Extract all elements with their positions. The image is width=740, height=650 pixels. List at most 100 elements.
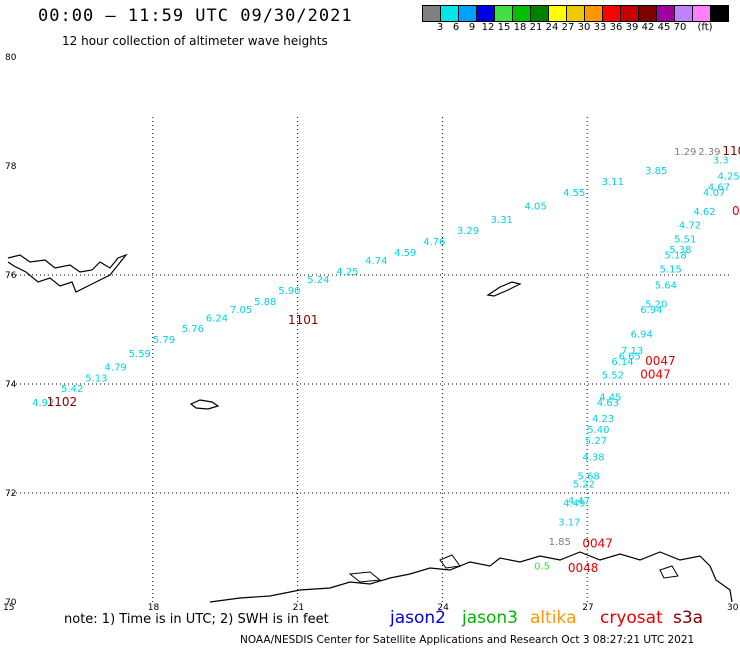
swh-value-label: 4.55 xyxy=(563,188,585,199)
legend-item-cryosat: cryosat xyxy=(600,608,663,628)
pass-time-label: 00 xyxy=(732,204,740,218)
swh-value-label: 3.29 xyxy=(457,226,479,237)
swh-value-label: 5.64 xyxy=(655,281,677,292)
swh-value-label: 7.05 xyxy=(230,305,252,316)
color-scale-tick: 9 xyxy=(468,22,476,33)
pass-time-label: 1102 xyxy=(47,395,78,409)
swh-value-label: 4.92 xyxy=(32,398,54,409)
swh-value-label: 5.20 xyxy=(645,300,667,311)
lat-axis-label: 74 xyxy=(5,380,17,390)
color-scale-tick: 6 xyxy=(452,22,460,33)
color-scale-tick: 21 xyxy=(529,22,543,33)
swh-value-label: 3.11 xyxy=(602,177,624,188)
swh-value-label-gray: 2.39 xyxy=(698,147,720,158)
swh-value-label: 4.25 xyxy=(718,172,740,183)
lat-axis-label: 80 xyxy=(5,53,17,63)
color-scale-tick: 27 xyxy=(561,22,575,33)
swh-value-label-gray: 1.85 xyxy=(549,537,571,548)
pass-time-label: 1101 xyxy=(288,313,319,327)
swh-value-label: 3.31 xyxy=(491,215,513,226)
lat-axis-label: 72 xyxy=(5,489,16,499)
pass-time-label: 0047 xyxy=(582,537,613,551)
coastal-island xyxy=(659,565,679,579)
swh-value-label: 5.51 xyxy=(674,234,696,245)
lat-axis-label: 70 xyxy=(5,598,17,608)
swh-value-label: 4.49 xyxy=(563,499,585,510)
color-scale-tick: 30 xyxy=(577,22,591,33)
color-scale xyxy=(422,5,729,22)
swh-value-label: 4.63 xyxy=(597,398,619,409)
swh-value-label: 5.18 xyxy=(664,251,686,262)
swh-value-label: 5.42 xyxy=(61,384,83,395)
lon-axis-label: 15 xyxy=(3,603,14,613)
swh-value-label: 6.94 xyxy=(640,305,662,316)
pass-time-label: 0048 xyxy=(568,561,599,575)
note-text: note: 1) Time is in UTC; 2) SWH is in fe… xyxy=(64,612,329,627)
color-scale-tick: 3 xyxy=(436,22,444,33)
bear-island-coastline xyxy=(189,399,220,410)
lon-axis-label: 27 xyxy=(582,603,593,613)
swh-value-label: 6.24 xyxy=(206,313,228,324)
legend-item-jason3: jason3 xyxy=(462,608,518,628)
swh-value-label: 5.24 xyxy=(307,275,329,286)
legend-item-jason2: jason2 xyxy=(390,608,446,628)
legend-item-altika: altika xyxy=(530,608,577,628)
hope-island-coastline xyxy=(486,281,522,297)
norway-coastline xyxy=(209,551,733,603)
legend-item-s3a: s3a xyxy=(673,608,704,628)
swh-value-label: 5.13 xyxy=(85,373,107,384)
swh-value-label: 4.74 xyxy=(365,256,387,267)
footer-credit: NOAA/NESDIS Center for Satellite Applica… xyxy=(240,634,695,646)
swh-value-label: 5.52 xyxy=(602,371,624,382)
swh-value-label: 7.13 xyxy=(621,346,643,357)
swh-value-label: 6.94 xyxy=(631,330,653,341)
lon-axis-label: 24 xyxy=(437,603,449,613)
coastal-island xyxy=(439,554,461,569)
swh-value-label: 5.76 xyxy=(182,324,204,335)
swh-value-label: 4.79 xyxy=(105,362,127,373)
color-scale-tick: 45 xyxy=(657,22,671,33)
swh-value-label: 6.65 xyxy=(619,351,641,362)
swh-value-label: 5.38 xyxy=(669,245,691,256)
swh-value-label: 4.76 xyxy=(423,237,445,248)
swh-value-label: 4.67 xyxy=(708,183,730,194)
color-scale-tick: 18 xyxy=(513,22,527,33)
swh-value-label: 4.25 xyxy=(336,267,358,278)
swh-value-label: 5.40 xyxy=(587,425,609,436)
swh-value-label: 4.45 xyxy=(599,392,621,403)
swh-value-label: 4.62 xyxy=(693,207,715,218)
swh-value-label: 4.38 xyxy=(582,452,604,463)
swh-value-label: 5.88 xyxy=(254,297,276,308)
lon-axis-label: 21 xyxy=(293,603,304,613)
swh-value-label-green: 0.5 xyxy=(534,561,550,572)
color-scale-unit: (ft) xyxy=(697,22,713,33)
swh-value-label: 5.79 xyxy=(153,335,175,346)
swh-value-label: 3.85 xyxy=(645,166,667,177)
swh-value-label: 4.07 xyxy=(703,188,725,199)
map-title: 00:00 – 11:59 UTC 09/30/2021 xyxy=(38,6,353,26)
color-scale-tick: 39 xyxy=(625,22,639,33)
color-scale-tick: 42 xyxy=(641,22,655,33)
swh-value-label: 6.14 xyxy=(611,357,633,368)
swh-value-label: 5.22 xyxy=(573,480,595,491)
lat-axis-label: 78 xyxy=(5,162,17,172)
swh-value-label: 3.3 xyxy=(713,155,729,166)
swh-value-label: 5.68 xyxy=(578,471,600,482)
map-subtitle: 12 hour collection of altimeter wave hei… xyxy=(62,34,328,48)
swh-value-label: 4.59 xyxy=(394,248,416,259)
swh-value-label: 4.23 xyxy=(592,414,614,425)
color-scale-tick: 12 xyxy=(481,22,495,33)
lon-axis-label: 30 xyxy=(727,603,739,613)
color-scale-tick: 24 xyxy=(545,22,559,33)
lon-axis-label: 18 xyxy=(148,603,160,613)
svalbard-coastline xyxy=(7,253,128,293)
color-scale-tick: 33 xyxy=(593,22,607,33)
swh-value-label: 5.90 xyxy=(278,286,300,297)
color-scale-tick: 15 xyxy=(497,22,511,33)
swh-value-label: 4.47 xyxy=(568,496,590,507)
swh-value-label: 5.27 xyxy=(585,436,607,447)
pass-time-label: 0047 xyxy=(640,368,671,382)
swh-value-label: 3.17 xyxy=(558,518,580,529)
